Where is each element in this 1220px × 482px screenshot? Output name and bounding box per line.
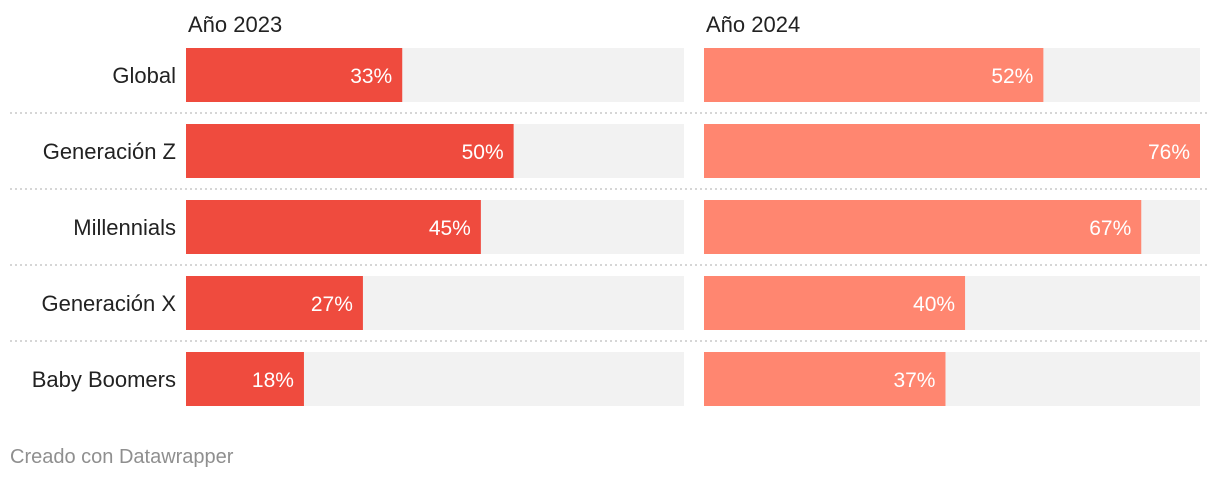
data-label: 76%: [1148, 141, 1190, 164]
data-label: 33%: [350, 65, 392, 88]
data-label: 52%: [991, 65, 1033, 88]
data-label: 18%: [252, 369, 294, 392]
row-label-generacion-z: Generación Z: [43, 139, 176, 164]
bar-ano-2024-millennials: [704, 200, 1142, 254]
bar-ano-2023-millennials: [186, 200, 481, 254]
bar-ano-2023-global: [186, 48, 403, 102]
data-label: 67%: [1089, 217, 1131, 240]
bar-ano-2024-baby-boomers: [704, 352, 946, 406]
bar-ano-2023-baby-boomers: [186, 352, 304, 406]
bar-ano-2023-generacion-x: [186, 276, 363, 330]
chart: Año 2023 Año 2024 Global 33% 52% Generación Z…: [10, 12, 1210, 406]
data-label: 37%: [893, 369, 935, 392]
row-label-generacion-x: Generación X: [41, 291, 176, 316]
column-title-ano-2024: Año 2024: [706, 12, 800, 37]
footer-credit: Creado con Datawrapper: [10, 446, 234, 468]
row-label-millennials: Millennials: [73, 215, 176, 240]
row-label-baby-boomers: Baby Boomers: [32, 367, 176, 392]
column-title-ano-2023: Año 2023: [188, 12, 282, 37]
data-label: 45%: [429, 217, 471, 240]
bar-ano-2024-global: [704, 48, 1044, 102]
bar-ano-2023-generacion-z: [186, 124, 514, 178]
bar-ano-2024-generacion-x: [704, 276, 966, 330]
row-label-global: Global: [112, 63, 176, 88]
data-label: 27%: [311, 293, 353, 316]
data-label: 40%: [913, 293, 955, 316]
data-label: 50%: [462, 141, 504, 164]
bar-ano-2024-generacion-z: [704, 124, 1200, 178]
